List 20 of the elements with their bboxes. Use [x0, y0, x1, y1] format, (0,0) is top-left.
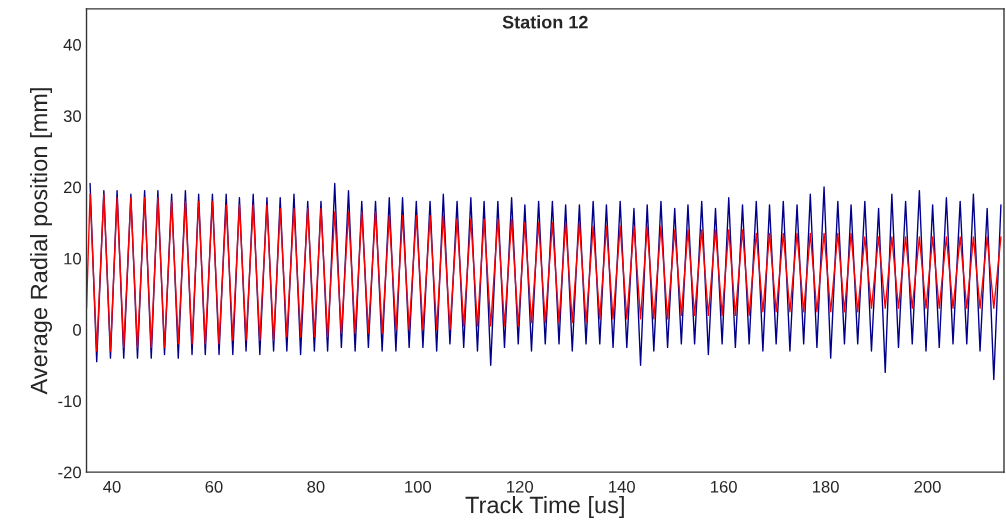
x-axis-title: Track Time [us]	[465, 495, 624, 518]
x-tick-label: 40	[103, 480, 121, 493]
y-tick-label: 40	[63, 38, 81, 51]
x-tick-label: 160	[711, 480, 737, 493]
line-series	[86, 193, 1002, 352]
y-tick-label: -10	[58, 395, 82, 408]
y-tick-label: -20	[58, 466, 82, 479]
x-tick-label: 180	[812, 480, 839, 493]
y-tick-label: 20	[63, 181, 81, 194]
x-tick-label: 100	[405, 480, 432, 493]
y-axis-title: Average Radial position [mm]	[30, 88, 53, 395]
y-tick-label: 0	[73, 324, 81, 336]
y-tick-label: 30	[63, 110, 81, 123]
x-tick-label: 80	[307, 480, 325, 493]
chart-title: Station 12	[502, 15, 588, 29]
x-tick-label: 200	[914, 480, 941, 493]
x-tick-label: 120	[507, 480, 534, 493]
y-tick-label: 10	[64, 252, 81, 265]
x-tick-label: 140	[609, 480, 635, 493]
x-tick-label: 60	[205, 480, 223, 493]
